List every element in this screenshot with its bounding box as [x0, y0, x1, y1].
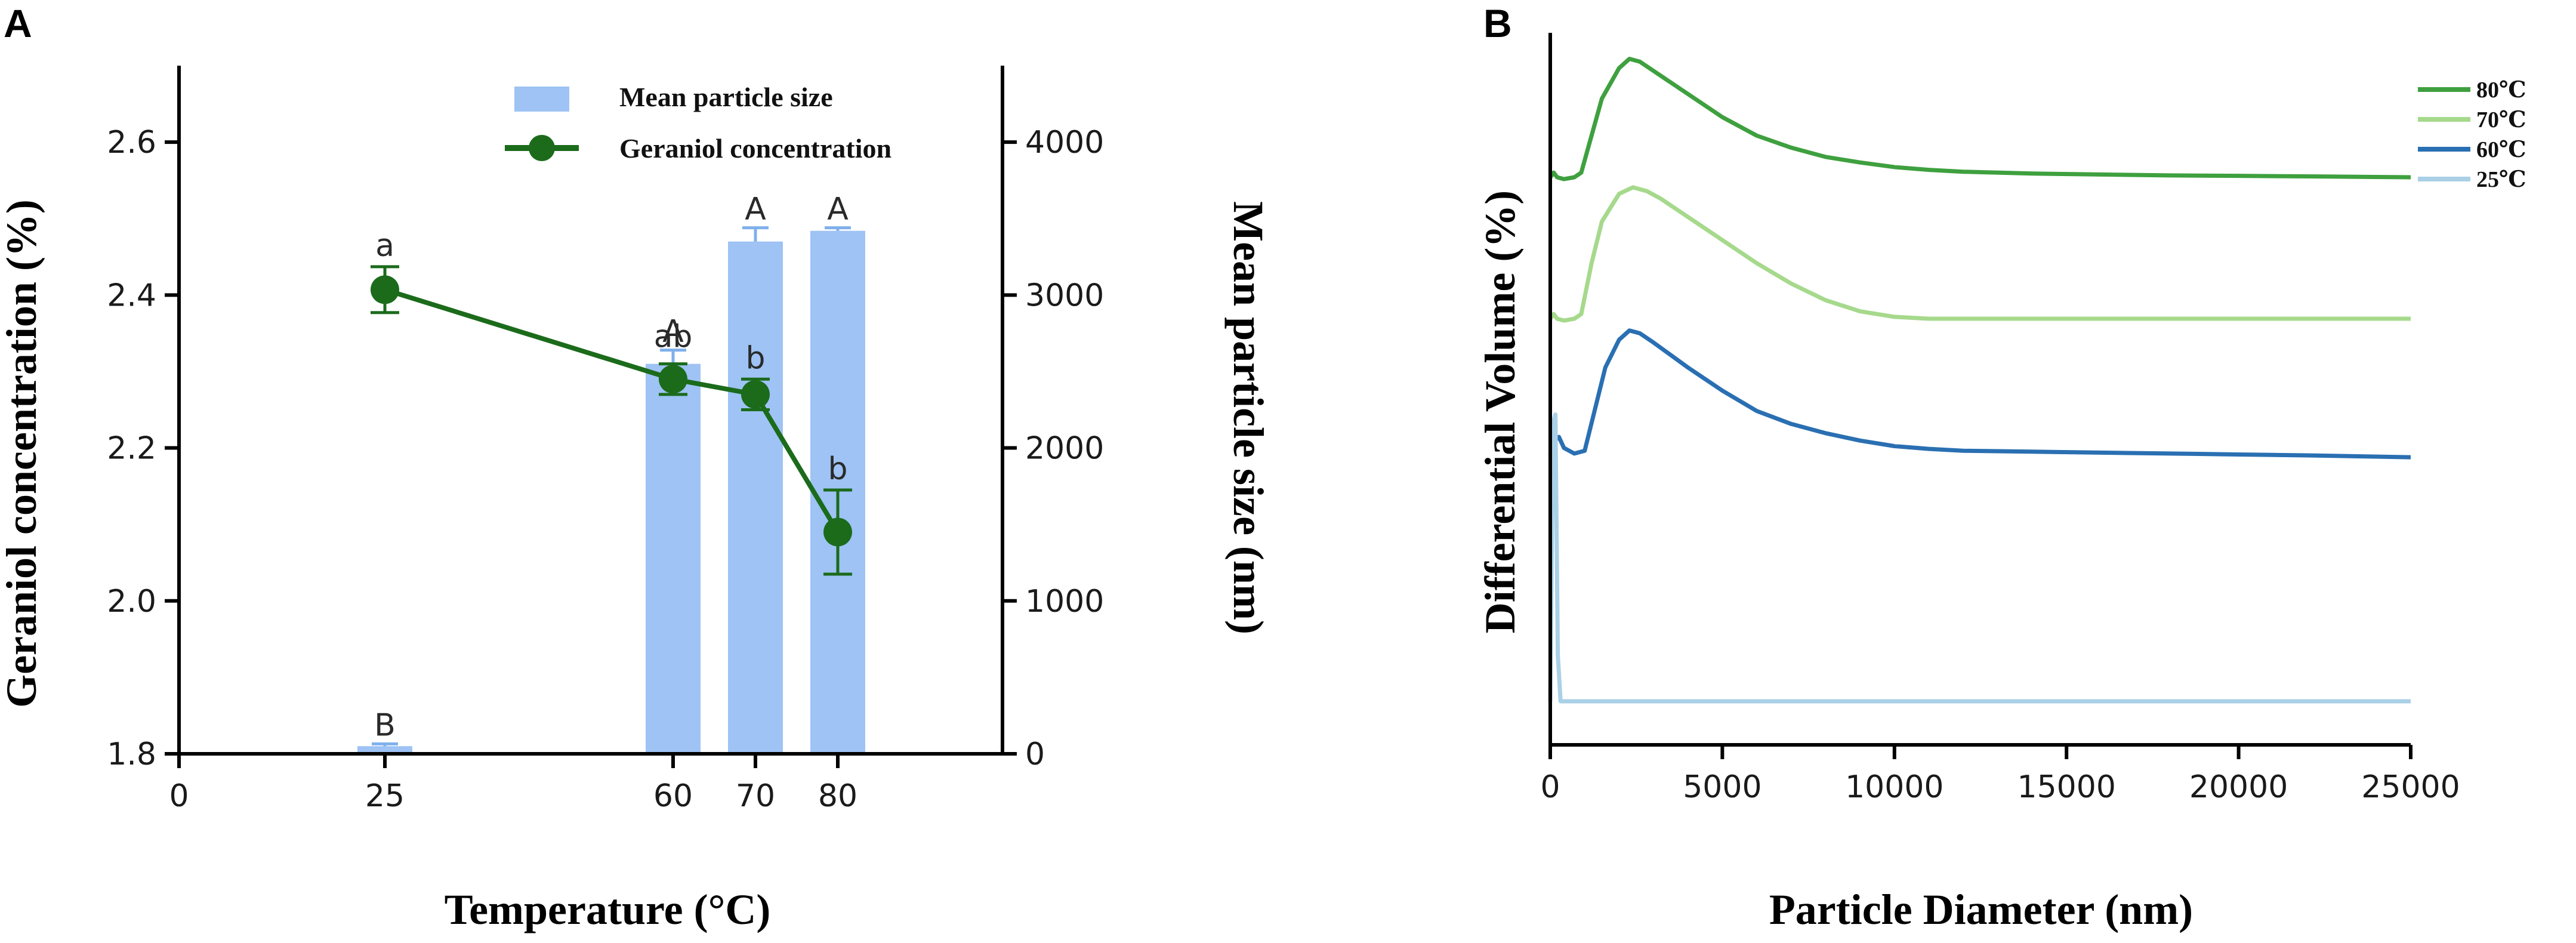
a-y-tick-label: 2.6 [107, 125, 156, 161]
panel-a-chart: 0 25 60 70 80 1.8 2.0 2.2 2.4 2.6 0 1000 2000 3000 400… [0, 66, 1272, 933]
a-line-layer [371, 265, 852, 576]
a-line-significance-label: ab [654, 319, 693, 355]
a-bar-significance-label: A [827, 192, 849, 227]
b-legend-label: 60℃ [2476, 137, 2526, 162]
b-x-tick-label: 25000 [2361, 769, 2460, 805]
a-line-significance-label: b [745, 340, 765, 376]
a-x-axis-title: Temperature (°C) [445, 886, 771, 933]
b-axes-layer [1548, 33, 2411, 747]
a-bar [357, 746, 412, 754]
b-x-tick-label: 10000 [1845, 769, 1943, 805]
b-ticks-layer: 0 5000 10000 15000 20000 25000 [1540, 745, 2460, 805]
a-significance-labels: B A A Aa ab b b [374, 192, 849, 744]
a-ticks-layer: 0 25 60 70 80 1.8 2.0 2.2 2.4 2.6 0 1000 2000 3000 400… [107, 125, 1104, 814]
b-y-axis-title: Differential Volume (%) [1476, 190, 1524, 634]
b-curve-series [1548, 57, 2411, 181]
a-y2-axis-title: Mean particle size (nm) [1224, 201, 1272, 634]
b-curve-series [1548, 185, 2411, 323]
a-y2-tick-label: 2000 [1025, 431, 1104, 467]
b-x-tick-label: 15000 [2017, 769, 2115, 805]
b-x-tick-label: 5000 [1683, 769, 1761, 805]
a-y2-tick-label: 3000 [1025, 278, 1104, 313]
b-curve-series [1548, 328, 2411, 460]
a-y2-tick-label: 0 [1025, 736, 1045, 772]
a-geraniol-line [384, 287, 840, 534]
a-legend-line-marker [529, 135, 555, 161]
a-line-point [659, 365, 687, 394]
b-legend-label: 25℃ [2476, 167, 2526, 192]
a-bars-layer [357, 230, 865, 754]
a-line-point [823, 517, 852, 547]
a-legend-line-label: Geraniol concentration [619, 133, 891, 164]
a-bar-significance-label: A [662, 314, 684, 350]
panel-b-chart: 0 5000 10000 15000 20000 25000 Particle Diame… [1476, 33, 2526, 933]
a-y-tick-label: 2.0 [107, 584, 156, 620]
a-y2-tick-label: 1000 [1025, 584, 1104, 620]
b-x-tick-label: 20000 [2189, 769, 2288, 805]
b-legend-label: 70℃ [2476, 107, 2526, 132]
a-y-tick-label: 1.8 [107, 736, 156, 772]
a-legend-bar-swatch [514, 87, 569, 112]
a-bar-errors-layer [372, 226, 851, 747]
a-bar-significance-label: B [374, 707, 396, 743]
a-y-axis-title: Geraniol concentration (%) [0, 199, 45, 708]
a-x-tick-label: 25 [365, 778, 405, 814]
a-line-significance-label: b [828, 451, 847, 487]
a-line-point [741, 380, 770, 409]
a-x-tick-label: 80 [818, 778, 857, 814]
b-x-axis-title: Particle Diameter (nm) [1769, 886, 2193, 933]
a-y2-tick-label: 4000 [1025, 125, 1104, 161]
b-legend-label: 80℃ [2476, 78, 2526, 103]
a-legend-bar-label: Mean particle size [619, 82, 833, 112]
a-bar-significance-label: A [745, 192, 766, 227]
a-line-significance-label: a [375, 228, 394, 264]
a-bar [728, 241, 783, 754]
a-x-tick-label: 70 [736, 778, 775, 814]
panel-b-letter: B [1483, 1, 1512, 45]
b-curves-layer [1548, 57, 2411, 704]
a-line-point [371, 275, 399, 304]
a-y-tick-label: 2.4 [107, 278, 156, 313]
a-x-tick-label: 60 [653, 778, 693, 814]
b-x-tick-label: 0 [1540, 769, 1560, 805]
b-legend: 80℃ 70℃ 60℃ 25℃ [2418, 78, 2526, 192]
a-legend: Mean particle size Geraniol concentratio… [505, 82, 891, 164]
a-axes-layer [177, 66, 1004, 756]
a-x-tick-label: 0 [169, 778, 189, 814]
a-bar [646, 363, 701, 754]
b-curve-series [1548, 412, 2411, 704]
a-y-tick-label: 2.2 [107, 431, 156, 467]
panel-a-letter: A [4, 1, 32, 45]
